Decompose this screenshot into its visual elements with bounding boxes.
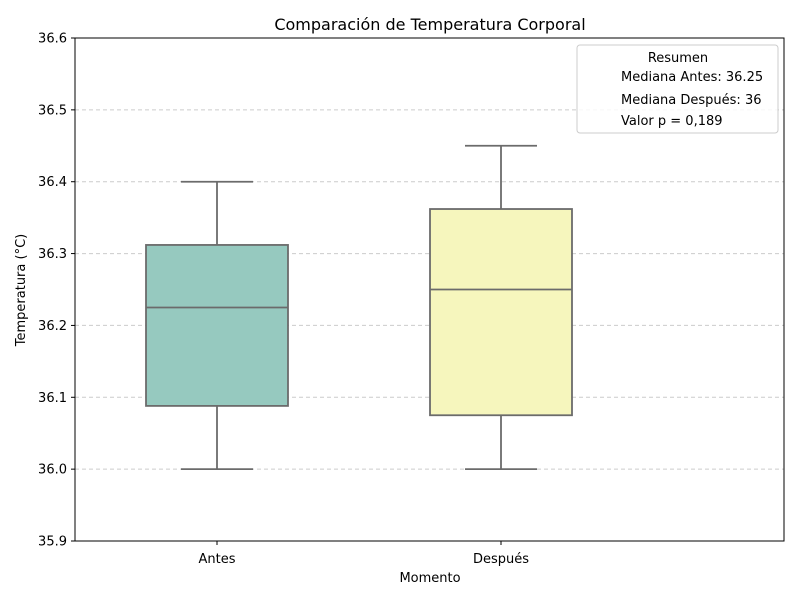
x-tick-label: Antes xyxy=(198,552,235,567)
x-axis-label: Momento xyxy=(399,571,460,586)
x-axis-ticks: Antes Después xyxy=(198,541,529,567)
y-tick-label: 36.2 xyxy=(38,319,67,334)
legend: Resumen Mediana Antes: 36.25 Mediana Des… xyxy=(576,44,779,134)
iqr-box xyxy=(145,244,289,407)
iqr-box xyxy=(429,208,573,417)
plot-frame xyxy=(74,37,785,542)
legend-title: Resumen xyxy=(648,51,708,66)
y-axis-label: Temperatura (°C) xyxy=(14,234,29,347)
legend-entry-p-value: Valor p = 0,189 xyxy=(621,114,723,129)
y-tick-label: 35.9 xyxy=(38,535,67,550)
y-tick-label: 36.6 xyxy=(38,32,67,47)
y-tick-label: 36.0 xyxy=(38,463,67,478)
box-despues xyxy=(429,144,573,471)
box-series xyxy=(145,144,573,471)
box-antes xyxy=(145,180,289,471)
y-axis-ticks: 35.9 36.0 36.1 36.2 36.3 36.4 36.5 36.6 xyxy=(38,32,75,550)
legend-entry-median-before: Mediana Antes: 36.25 xyxy=(621,70,763,85)
y-tick-label: 36.3 xyxy=(38,247,67,262)
x-tick-label: Después xyxy=(473,552,529,567)
y-tick-label: 36.4 xyxy=(38,175,67,190)
legend-box xyxy=(576,44,779,134)
legend-entry-median-after: Mediana Después: 36 xyxy=(621,93,761,108)
y-tick-label: 36.1 xyxy=(38,391,67,406)
y-tick-label: 36.5 xyxy=(38,103,67,118)
chart-title: Comparación de Temperatura Corporal xyxy=(274,15,585,34)
